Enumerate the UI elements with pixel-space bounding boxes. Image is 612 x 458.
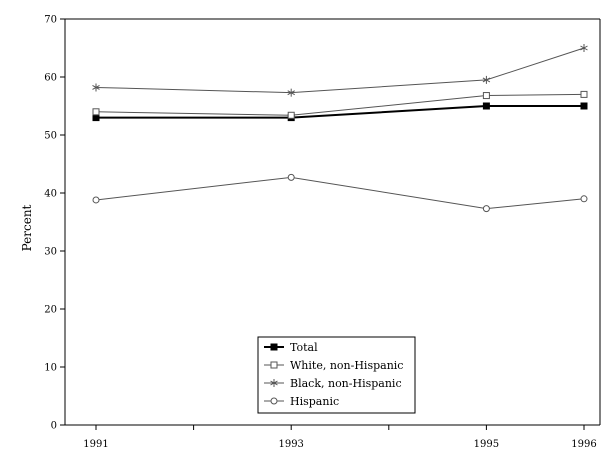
legend-swatch-marker xyxy=(270,379,278,387)
legend-label: Total xyxy=(290,341,318,354)
data-point xyxy=(580,44,588,52)
y-tick-label: 20 xyxy=(44,305,57,316)
legend-swatch-marker xyxy=(270,397,278,405)
data-point xyxy=(580,90,588,98)
star-stroke xyxy=(287,90,295,96)
data-point xyxy=(580,102,588,110)
axes: 0 10 20 30 40 50 60 70 1991 1993 1995 1996 xyxy=(44,15,601,450)
series-hispanic xyxy=(92,173,588,213)
legend: Total White, non-Hispanic Black, non-Hispa… xyxy=(257,336,416,414)
data-point xyxy=(92,108,100,116)
data-point xyxy=(287,173,295,181)
data-point xyxy=(482,102,490,110)
y-tick-label: 30 xyxy=(44,247,57,258)
data-point xyxy=(482,75,491,84)
x-tick-label: 1995 xyxy=(474,439,499,450)
y-tick-label: 70 xyxy=(44,15,57,26)
data-point xyxy=(287,111,295,119)
legend-box xyxy=(257,336,416,414)
series-total xyxy=(92,102,588,122)
legend-item: Total xyxy=(264,341,318,354)
data-point xyxy=(92,114,100,122)
y-tick-label: 60 xyxy=(44,73,57,84)
series-black-non-hispanic xyxy=(92,44,588,97)
legend-label: White, non-Hispanic xyxy=(290,359,403,372)
legend-label: Hispanic xyxy=(290,395,339,408)
data-point xyxy=(92,83,100,92)
legend-item: Black, non-Hispanic xyxy=(264,377,402,390)
data-point xyxy=(92,196,100,204)
data-point xyxy=(287,88,295,97)
star-stroke xyxy=(270,380,278,386)
series-line xyxy=(96,105,584,119)
series-white-non-hispanic xyxy=(92,90,588,119)
plot-area xyxy=(92,44,588,213)
series-line xyxy=(95,176,585,210)
x-tick-label: 1993 xyxy=(278,439,303,450)
y-tick-label: 40 xyxy=(44,189,57,200)
x-tick-label: 1991 xyxy=(83,439,108,450)
data-point xyxy=(580,195,588,203)
legend-swatch-marker xyxy=(270,361,278,369)
x-tick-label: 1996 xyxy=(571,439,596,450)
star-stroke xyxy=(580,45,588,51)
star-stroke xyxy=(482,77,491,83)
legend-swatch-marker xyxy=(270,343,278,351)
legend-label: Black, non-Hispanic xyxy=(290,377,402,390)
star-stroke xyxy=(92,85,100,90)
y-tick-label: 0 xyxy=(51,421,57,432)
data-point xyxy=(482,205,490,213)
y-axis-title: Percent xyxy=(20,204,34,251)
series-line xyxy=(95,93,585,116)
y-tick-label: 50 xyxy=(44,131,57,142)
series-line xyxy=(95,47,585,94)
legend-item: Hispanic xyxy=(264,395,339,408)
data-point xyxy=(482,92,490,100)
y-tick-label: 10 xyxy=(44,363,57,374)
legend-item: White, non-Hispanic xyxy=(264,359,403,372)
